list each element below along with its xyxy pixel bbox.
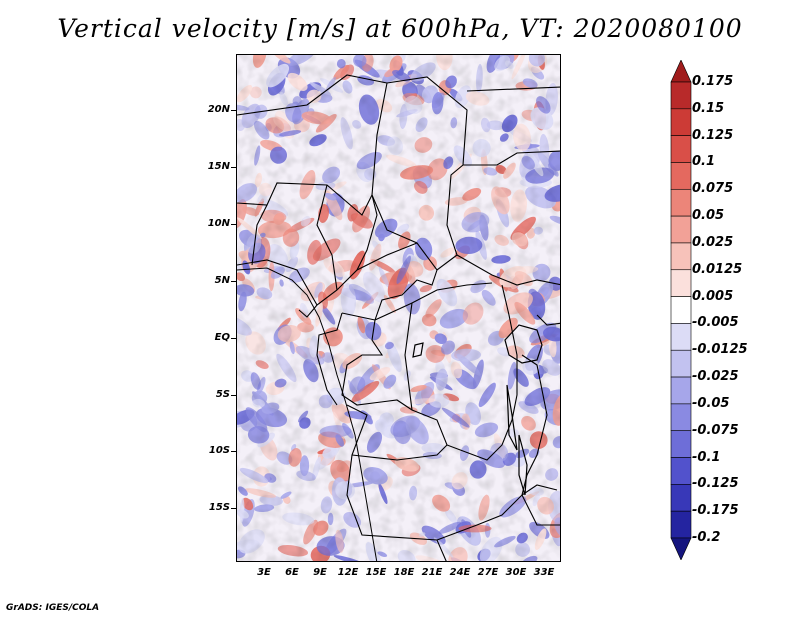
- lon-label-30e: 30E: [505, 567, 527, 578]
- colorbar-label: 0.025: [692, 234, 734, 250]
- colorbar: [670, 60, 692, 560]
- lat-label-5s: 5S: [215, 389, 230, 400]
- colorbar-segment: [670, 108, 692, 136]
- lat-label-15n: 15N: [207, 161, 230, 172]
- lon-label-24e: 24E: [449, 567, 471, 578]
- lat-label-eq: EQ: [214, 332, 230, 343]
- lat-tick: [231, 395, 236, 396]
- lat-tick: [231, 167, 236, 168]
- lat-label-10n: 10N: [207, 218, 230, 229]
- lat-label-20n: 20N: [207, 104, 230, 115]
- lon-label-3e: 3E: [257, 567, 271, 578]
- lon-label-21e: 21E: [421, 567, 443, 578]
- chart-title: Vertical velocity [m/s] at 600hPa, VT: 2…: [57, 14, 743, 43]
- colorbar-segment: [670, 510, 692, 539]
- colorbar-top-arrow: [670, 60, 692, 83]
- colorbar-segment: [670, 215, 692, 244]
- colorbar-label: 0.05: [692, 208, 725, 224]
- colorbar-segment: [670, 323, 692, 351]
- lat-tick: [231, 508, 236, 509]
- colorbar-label: 0.1: [692, 154, 716, 170]
- colorbar-segment: [670, 162, 692, 190]
- lon-label-27e: 27E: [477, 567, 499, 578]
- colorbar-label: 0.15: [692, 100, 725, 116]
- colorbar-label: -0.0125: [692, 342, 748, 358]
- lat-tick: [231, 110, 236, 111]
- colorbar-segment: [670, 376, 692, 405]
- colorbar-segment: [670, 457, 692, 485]
- colorbar-segment: [670, 430, 692, 458]
- colorbar-label: -0.125: [692, 476, 739, 492]
- colorbar-label: 0.175: [692, 74, 734, 89]
- lat-tick: [231, 451, 236, 452]
- lon-label-9e: 9E: [313, 567, 327, 578]
- colorbar-label: -0.005: [692, 315, 739, 331]
- country-borders: [237, 74, 560, 561]
- lon-label-6e: 6E: [285, 567, 299, 578]
- coastline: [237, 267, 378, 561]
- colorbar-segment: [670, 296, 692, 324]
- lon-label-33e: 33E: [533, 567, 555, 578]
- colorbar-segment: [670, 188, 692, 217]
- lon-label-15e: 15E: [365, 567, 387, 578]
- colorbar-segment: [670, 269, 692, 297]
- colorbar-label: -0.05: [692, 395, 730, 411]
- vertical-velocity-field: [237, 55, 560, 561]
- colorbar-segment: [670, 349, 692, 378]
- colorbar-label: 0.005: [692, 288, 734, 304]
- colorbar-label: 0.0125: [692, 261, 743, 277]
- colorbar-label: -0.2: [692, 530, 721, 545]
- lat-tick: [231, 281, 236, 282]
- lat-tick: [231, 224, 236, 225]
- colorbar-segment: [670, 484, 692, 512]
- great-lakes: [412, 324, 543, 496]
- colorbar-bottom-arrow: [670, 537, 692, 560]
- lon-label-18e: 18E: [393, 567, 415, 578]
- map-panel: [236, 54, 561, 562]
- lat-tick: [231, 338, 236, 339]
- lon-label-12e: 12E: [337, 567, 359, 578]
- colorbar-segment: [670, 403, 692, 432]
- colorbar-label: -0.175: [692, 503, 739, 519]
- colorbar-label: 0.125: [692, 127, 734, 143]
- colorbar-segment: [670, 242, 692, 271]
- colorbar-label: -0.075: [692, 422, 739, 438]
- lat-label-10s: 10S: [208, 445, 230, 456]
- lat-label-5n: 5N: [214, 275, 230, 286]
- lat-label-15s: 15S: [208, 502, 230, 513]
- grads-credit: GrADS: IGES/COLA: [6, 603, 100, 613]
- colorbar-label: 0.075: [692, 181, 734, 197]
- colorbar-segment: [670, 135, 692, 163]
- colorbar-label: -0.1: [692, 449, 721, 465]
- colorbar-segment: [670, 81, 692, 110]
- colorbar-label: -0.025: [692, 369, 739, 385]
